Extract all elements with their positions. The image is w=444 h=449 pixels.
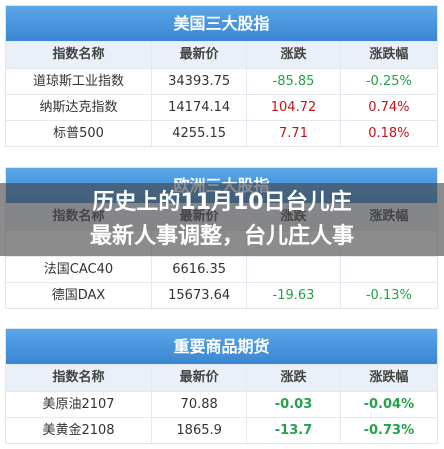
column-header: 指数名称 [52, 370, 105, 385]
table-cell: -85.85 [246, 69, 339, 94]
column-header: 涨跌幅 [339, 365, 437, 391]
table-cell: -0.04% [339, 392, 437, 417]
table-cell: 纳斯达克指数 [39, 100, 118, 115]
column-header-row: 指数名称 最新价涨跌涨跌幅 [6, 364, 437, 391]
table-section: 重要商品期货指数名称 最新价 涨跌 涨跌幅美原油2107 70.88 -0.03 -0.04… [5, 328, 438, 444]
table-cell: -0.13% [339, 283, 437, 308]
table-cell: 6616.35 [150, 257, 246, 282]
column-header-row: 指数名称 最新价涨跌涨跌幅 [6, 41, 437, 68]
overlay-banner: 历史上的11月10日台儿庄 最新人事调整，台儿庄人事 [0, 183, 444, 256]
overlay-line: 历史上的11月10日台儿庄 [92, 190, 352, 215]
table-cell: -13.7 [246, 418, 339, 443]
table-row: 美黄金2108 1865.9 -13.7 -0.73% [6, 417, 437, 443]
table-cell: 标普500 [53, 126, 104, 141]
table-cell: 14174.14 [150, 95, 246, 120]
table-cell: -0.25% [339, 69, 437, 94]
table-section: 美国三大股指指数名称 最新价 涨跌 涨跌幅道琼斯工业指数 34393.75 -85.85-… [5, 5, 438, 147]
table-cell: 0.74% [339, 95, 437, 120]
table-cell: 70.88 [150, 392, 246, 417]
column-header: 涨跌 [246, 365, 339, 391]
column-header: 涨跌 [246, 42, 339, 68]
table-cell: 34393.75 [150, 69, 246, 94]
column-header: 涨跌幅 [339, 42, 437, 68]
column-header: 最新价 [150, 365, 246, 391]
overlay-line: 最新人事调整，台儿庄人事 [89, 224, 354, 249]
table-cell: 0.18% [339, 121, 437, 146]
table-cell: 104.72 [246, 95, 339, 120]
table-cell: 德国DAX [51, 288, 106, 303]
table-row: 标普500 4255.15 7.71 0.18% [6, 120, 437, 146]
column-header: 指数名称 [52, 47, 105, 62]
table-cell: 1865.9 [150, 418, 246, 443]
table-cell [339, 257, 437, 282]
table-cell: -0.03 [246, 392, 339, 417]
table-cell: -0.73% [339, 418, 437, 443]
table-row: 法国CAC40 6616.35 [6, 256, 437, 282]
column-header: 最新价 [150, 42, 246, 68]
table-cell: 15673.64 [150, 283, 246, 308]
table-cell: -19.63 [246, 283, 339, 308]
table-cell: 美黄金2108 [42, 423, 115, 438]
table-cell: 7.71 [246, 121, 339, 146]
table-row: 道琼斯工业指数 34393.75 -85.85 -0.25% [6, 68, 437, 94]
table-row: 纳斯达克指数 14174.14 104.72 0.74% [6, 94, 437, 120]
section-title: 重要商品期货 [6, 329, 437, 364]
table-row: 德国DAX 15673.64 -19.63 -0.13% [6, 282, 437, 308]
table-cell: 道琼斯工业指数 [32, 74, 124, 89]
table-cell: 4255.15 [150, 121, 246, 146]
table-cell: 美原油2107 [42, 397, 115, 412]
table-row: 美原油2107 70.88 -0.03 -0.04% [6, 391, 437, 417]
table-cell [246, 257, 339, 282]
table-cell: 法国CAC40 [43, 262, 114, 277]
section-title: 美国三大股指 [6, 6, 437, 41]
